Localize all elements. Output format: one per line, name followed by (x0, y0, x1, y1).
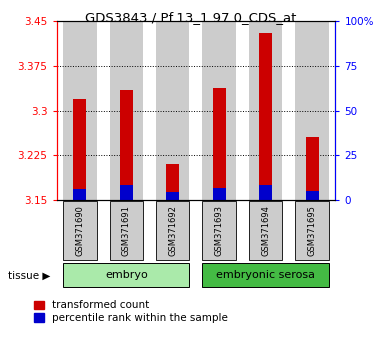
Bar (306, 137, 319, 200)
Bar (296, 21, 329, 200)
Bar (202, 201, 236, 260)
Bar (156, 21, 190, 200)
Bar (73, 99, 86, 200)
Bar (213, 188, 226, 200)
Text: embryonic serosa: embryonic serosa (216, 270, 315, 280)
Bar (166, 164, 179, 200)
Bar (249, 21, 282, 200)
Bar (296, 201, 329, 260)
Text: GSM371695: GSM371695 (308, 205, 317, 256)
Text: GSM371694: GSM371694 (261, 205, 270, 256)
Legend: transformed count, percentile rank within the sample: transformed count, percentile rank withi… (33, 299, 229, 324)
Bar (202, 263, 329, 287)
Text: GDS3843 / Pf.13_1.97.0_CDS_at: GDS3843 / Pf.13_1.97.0_CDS_at (85, 11, 297, 24)
Bar (306, 191, 319, 200)
Bar (110, 21, 143, 200)
Bar (120, 185, 133, 200)
Text: GSM371690: GSM371690 (75, 205, 84, 256)
Bar (63, 263, 190, 287)
Bar (120, 90, 133, 200)
Text: GSM371693: GSM371693 (215, 205, 224, 256)
Bar (213, 88, 226, 200)
Bar (156, 201, 190, 260)
Text: GSM371691: GSM371691 (122, 205, 131, 256)
Text: embryo: embryo (105, 270, 148, 280)
Bar (166, 192, 179, 200)
Bar (63, 201, 96, 260)
Bar (259, 33, 272, 200)
Text: tissue ▶: tissue ▶ (8, 270, 50, 280)
Bar (249, 201, 282, 260)
Text: GSM371692: GSM371692 (168, 205, 177, 256)
Bar (202, 21, 236, 200)
Bar (110, 201, 143, 260)
Bar (73, 189, 86, 200)
Bar (259, 185, 272, 200)
Bar (63, 21, 96, 200)
